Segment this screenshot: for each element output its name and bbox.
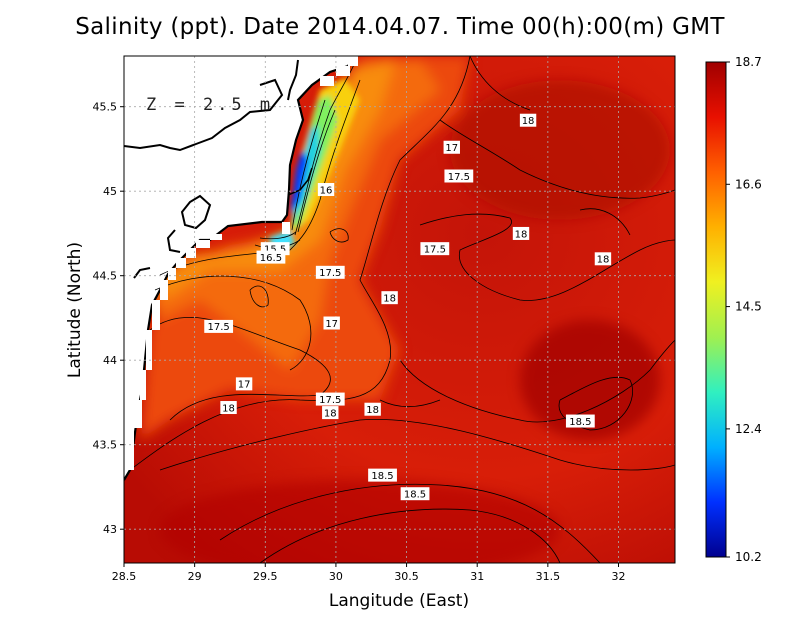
contour-label: 17.5 [420, 242, 450, 255]
contour-label-text: 18.5 [404, 490, 426, 501]
contour-label-text: 18 [522, 116, 535, 127]
contour-label-text: 16.5 [260, 253, 282, 264]
contour-label: 17.5 [444, 169, 474, 183]
grid-lines [124, 56, 675, 563]
contour-label: 18.5 [565, 414, 595, 428]
contour-label-text: 18 [366, 405, 379, 416]
contour-labels: 17 18 17.5 16 15.516.5 17.5 18 18 17.5 18 17.5 17 17… [204, 113, 612, 501]
lake [180, 194, 212, 230]
contour-label-text: 17 [445, 143, 458, 154]
y-tick-label: 45 [103, 185, 117, 198]
chart-title: Salinity (ppt). Date 2014.04.07. Time 00… [75, 14, 725, 40]
colorbar-tick-label: 18.7 [735, 55, 762, 69]
y-tick-label: 44 [103, 354, 117, 367]
contour-label-text: 17.5 [424, 244, 446, 255]
x-tick-label: 30 [329, 570, 343, 583]
x-tick-label: 28.5 [112, 570, 137, 583]
colorbar [705, 61, 727, 558]
contour-label-text: 17.5 [448, 172, 470, 183]
contour-label-text: 18 [597, 255, 610, 266]
contour-label: 17 [323, 316, 340, 330]
contour-label: 17.5 [315, 265, 345, 279]
colorbar-tick-label: 10.2 [735, 550, 762, 564]
contour-label-text: 18 [515, 229, 528, 240]
plot-frame [123, 55, 676, 564]
contour-label-text: 18 [324, 408, 337, 419]
contour-label: 17.5 [315, 392, 345, 406]
contour-label: 18 [519, 113, 537, 127]
inland-boundary [124, 78, 284, 152]
salinity-field [124, 56, 675, 563]
contour-label-text: 18.5 [569, 417, 591, 428]
contour-label-text: 15.5 [264, 244, 286, 255]
land-mask [124, 56, 355, 480]
contour-label: 18 [381, 291, 398, 304]
missing-data-cells [124, 56, 358, 470]
contour-label-text: 17.5 [319, 268, 341, 279]
y-tick-label: 44.5 [93, 270, 118, 283]
contour-label: 18 [594, 252, 612, 266]
contour-label-text: 18 [222, 403, 235, 414]
x-tick-label: 31.5 [536, 570, 561, 583]
colorbar-tick-label: 12.4 [735, 422, 762, 436]
contour-label: 18.5 [368, 468, 397, 482]
colorbar-tick-label: 14.5 [735, 300, 762, 314]
y-tick-label: 43.5 [93, 439, 118, 452]
y-tick-label: 45.5 [93, 101, 118, 114]
contour-label-text: 18 [383, 293, 396, 304]
colorbar-ticks: 18.7 16.6 14.5 12.4 10.2 [726, 55, 762, 564]
contour-label: 17 [443, 140, 460, 154]
y-tick-label: 43 [103, 523, 117, 536]
contour-label-text: 16 [320, 185, 333, 196]
contour-label: 17.5 [204, 319, 234, 333]
x-tick-label: 31 [470, 570, 484, 583]
x-tick-label: 30.5 [394, 570, 419, 583]
contour-label: 17 [235, 377, 253, 391]
y-axis: 43 43.5 44 44.5 45 45.5 [93, 101, 124, 536]
contour-label: 18 [512, 226, 530, 240]
contour-label-text: 17 [238, 380, 251, 391]
contour-label-text: 17 [325, 319, 338, 330]
x-tick-label: 32 [611, 570, 625, 583]
depth-label: Z = 2.5 m [146, 95, 274, 115]
contour-label: 18 [322, 406, 339, 419]
contour-label: 18.5 [400, 487, 430, 501]
contour-label: 16 [317, 183, 335, 196]
x-tick-label: 29.5 [253, 570, 278, 583]
contour-label-text: 17.5 [319, 395, 341, 406]
contour-label-text: 17.5 [208, 322, 230, 333]
y-axis-title: Latitude (North) [65, 242, 85, 378]
contour-label: 18 [220, 401, 237, 414]
x-axis-title: Langitude (East) [329, 591, 469, 611]
x-axis: 28.5 29 29.5 30 30.5 31 31.5 32 [112, 563, 625, 583]
colorbar-tick-label: 16.6 [735, 177, 762, 191]
contour-label: 18 [364, 402, 381, 416]
contour-label: 16.5 [256, 250, 286, 264]
contour-label-text: 18.5 [371, 471, 393, 482]
x-tick-label: 29 [188, 570, 202, 583]
